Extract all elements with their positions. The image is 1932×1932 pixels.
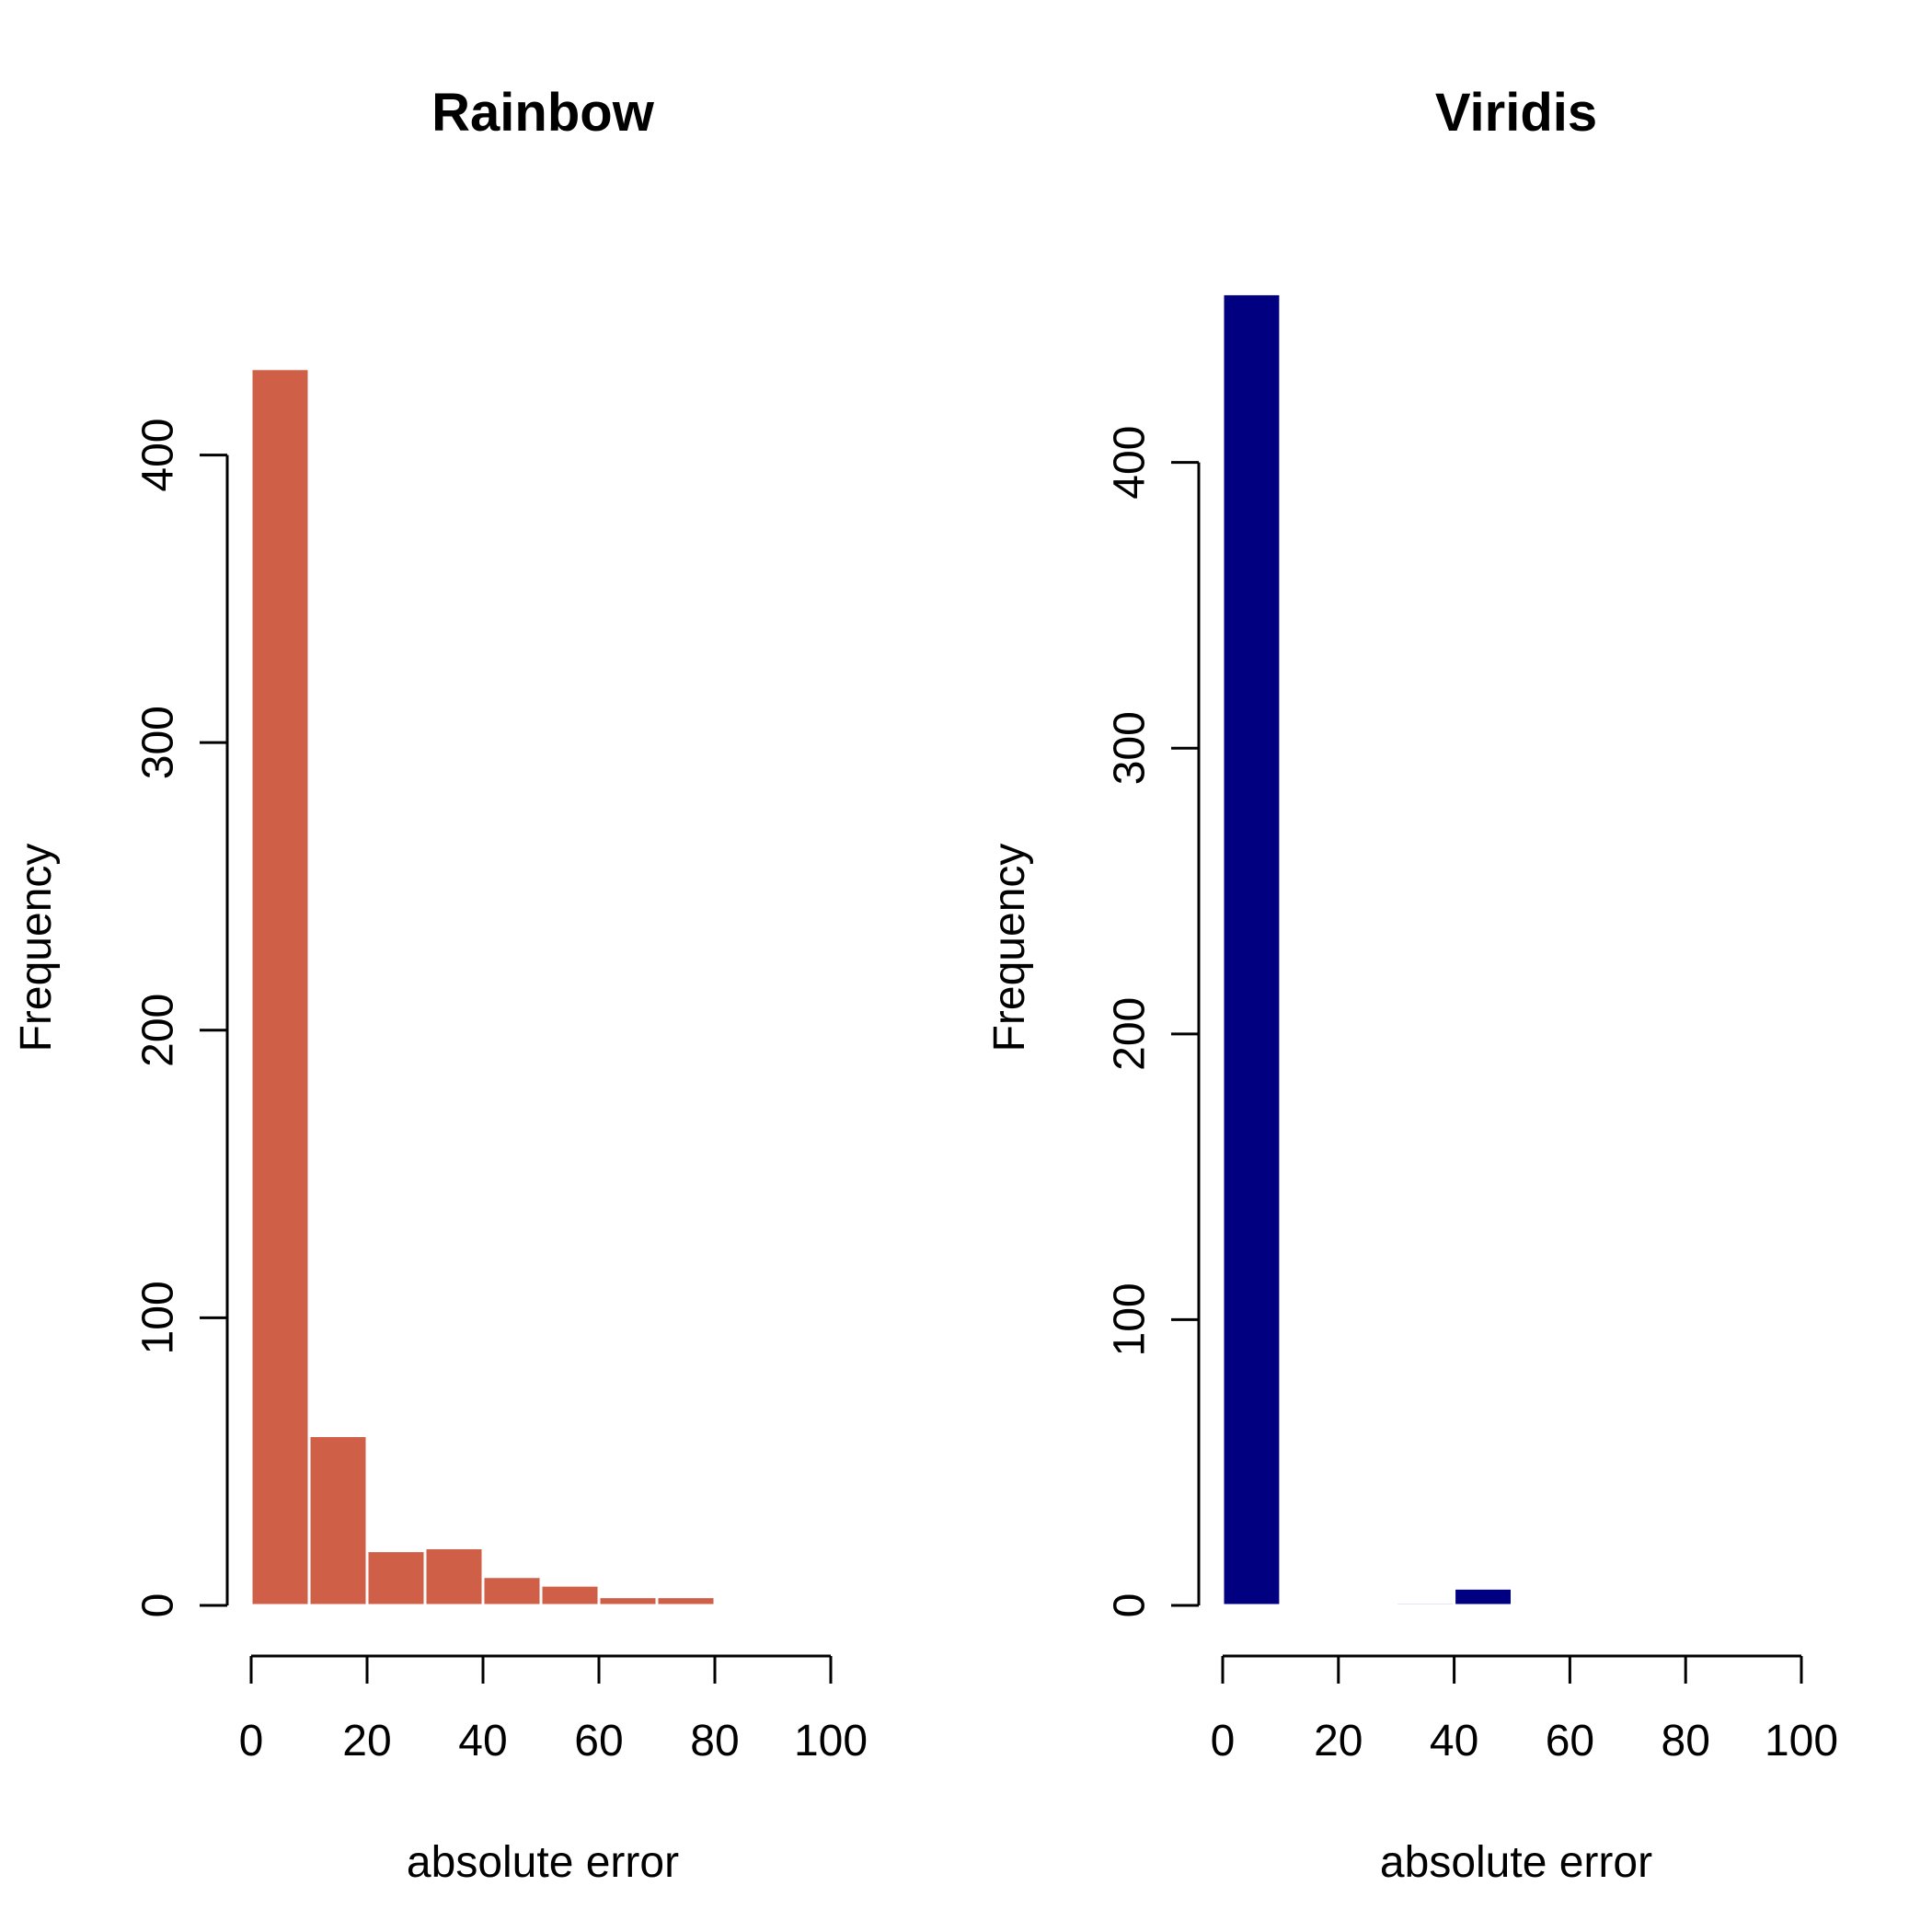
x-tick-label: 0 [239, 1717, 264, 1765]
y-tick-label: 100 [134, 1281, 183, 1354]
chart-title: Viridis [1435, 83, 1597, 143]
y-tick-label: 300 [134, 706, 183, 779]
histogram-bar [1221, 292, 1282, 1607]
histogram-bar [249, 367, 311, 1607]
bar-group [1221, 292, 1513, 1607]
x-axis-label: absolute error [1380, 1838, 1652, 1887]
x-tick-label: 80 [690, 1717, 739, 1765]
x-tick-label: 20 [342, 1717, 391, 1765]
y-tick-label: 0 [134, 1593, 183, 1618]
x-tick-label: 40 [458, 1717, 507, 1765]
histogram-bar [597, 1595, 659, 1607]
histogram-panel-viridis: Viridis absolute error Frequency 0 20 40 60… [985, 83, 1838, 1887]
y-tick-label: 200 [134, 994, 183, 1067]
x-tick-label: 60 [1546, 1717, 1594, 1765]
x-axis: 0 20 40 60 80 100 [1211, 1654, 1838, 1765]
histogram-bar [655, 1595, 717, 1607]
bar-group [249, 367, 717, 1607]
x-tick-label: 40 [1430, 1717, 1478, 1765]
histogram-bar [365, 1549, 427, 1607]
chart-title: Rainbow [431, 83, 655, 143]
y-tick-label: 0 [1106, 1593, 1155, 1618]
histogram-bar [1395, 1601, 1456, 1607]
y-axis-label: Frequency [985, 844, 1034, 1052]
y-axis: 0 100 200 300 400 [134, 419, 229, 1618]
x-tick-label: 80 [1662, 1717, 1710, 1765]
x-tick-label: 20 [1314, 1717, 1363, 1765]
y-tick-label: 300 [1106, 711, 1155, 785]
x-axis: 0 20 40 60 80 100 [239, 1654, 868, 1765]
histogram-bar [481, 1575, 543, 1607]
x-tick-label: 60 [574, 1717, 623, 1765]
histogram-panel-rainbow: Rainbow absolute error Frequency 0 20 40 60… [12, 83, 868, 1887]
histogram-bar [423, 1546, 485, 1607]
x-tick-label: 100 [1765, 1717, 1838, 1765]
y-tick-label: 100 [1106, 1282, 1155, 1356]
y-tick-label: 400 [1106, 426, 1155, 500]
y-tick-label: 200 [1106, 997, 1155, 1071]
y-axis: 0 100 200 300 400 [1106, 426, 1201, 1618]
y-tick-label: 400 [134, 419, 183, 492]
x-tick-label: 100 [794, 1717, 868, 1765]
x-tick-label: 0 [1211, 1717, 1236, 1765]
histogram-bar [1453, 1586, 1513, 1607]
histogram-bar [539, 1583, 601, 1607]
y-axis-label: Frequency [12, 844, 61, 1052]
histogram-bar [307, 1434, 369, 1607]
x-axis-label: absolute error [407, 1838, 679, 1887]
